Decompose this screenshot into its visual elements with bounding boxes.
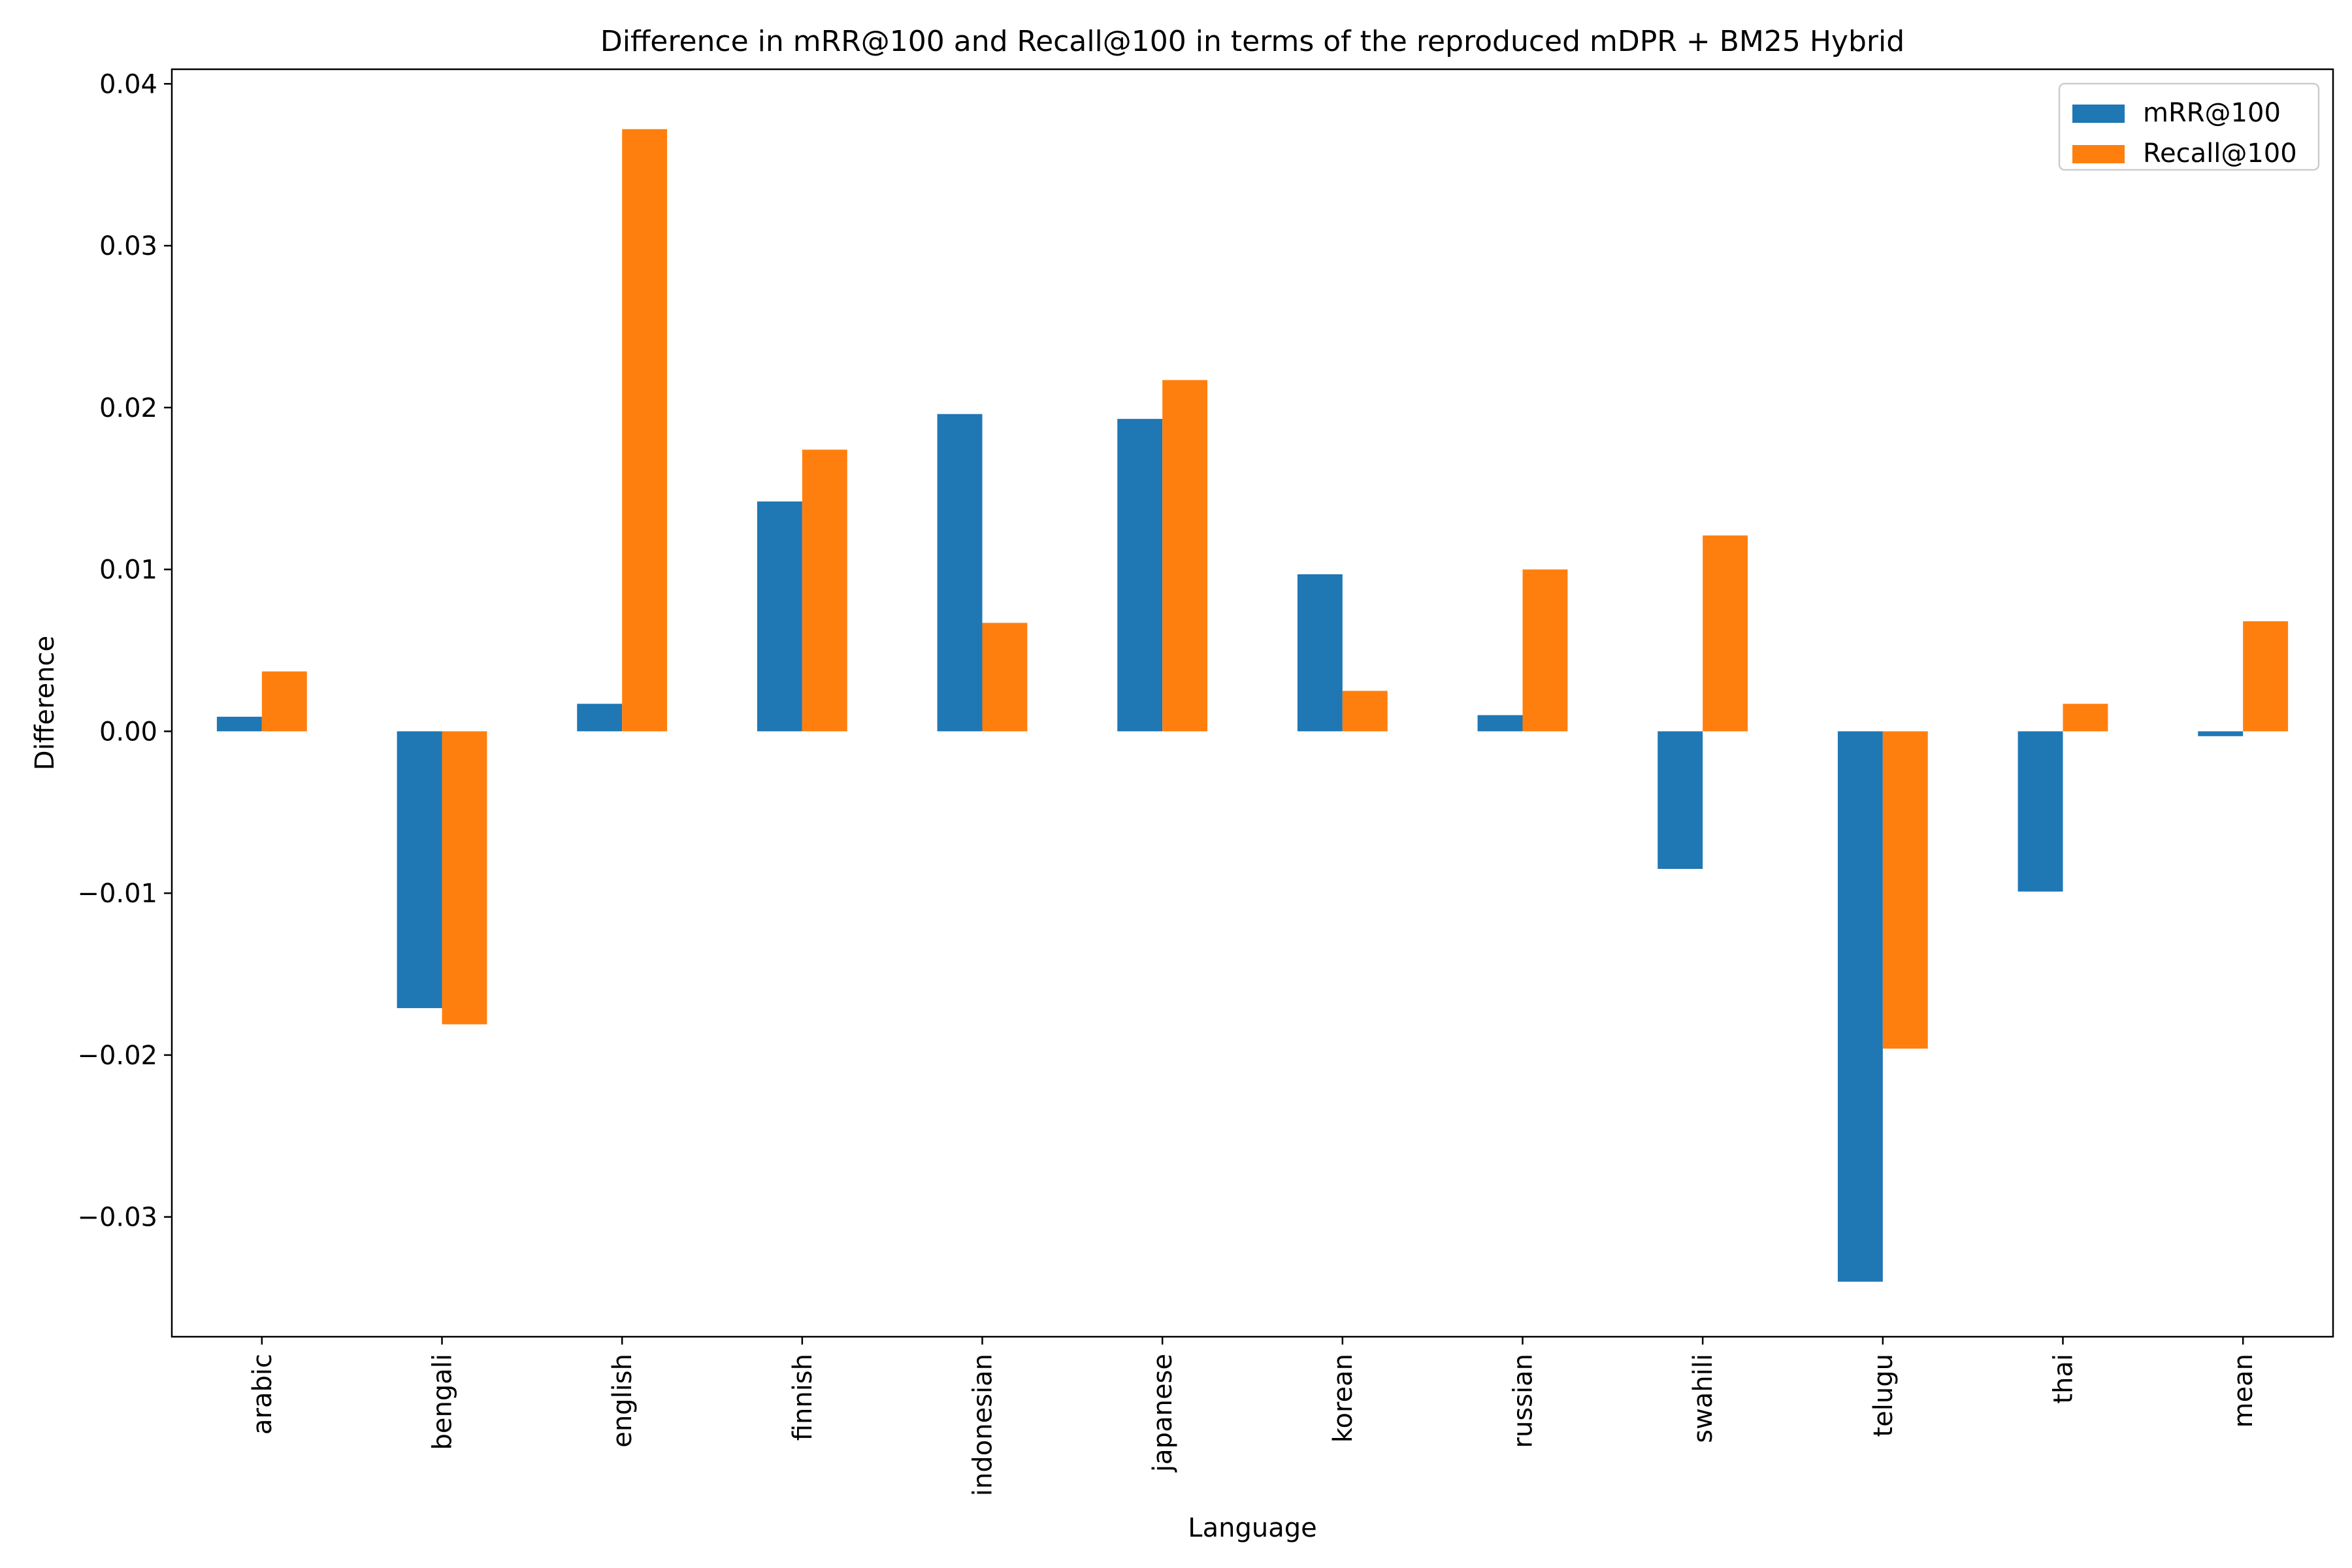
bar-mrr-bengali: [397, 731, 442, 1009]
x-tick-label-thai: thai: [2049, 1354, 2079, 1404]
bar-recall-thai: [2063, 704, 2108, 732]
bar-recall-russian: [1522, 569, 1568, 732]
y-tick-label: 0.04: [99, 69, 157, 99]
bar-recall-mean: [2243, 621, 2289, 732]
bar-mrr-korean: [1297, 574, 1343, 732]
x-tick-label-arabic: arabic: [248, 1354, 278, 1435]
x-tick-label-korean: korean: [1328, 1354, 1358, 1443]
bar-recall-korean: [1342, 691, 1388, 732]
legend: mRR@100 Recall@100: [2058, 82, 2320, 171]
y-tick-label: 0.03: [99, 231, 157, 261]
y-axis-label: Difference: [30, 636, 60, 770]
x-tick-label-bengali: bengali: [428, 1354, 458, 1450]
bar-mrr-swahili: [1658, 731, 1703, 869]
bar-mrr-finnish: [757, 501, 802, 732]
y-axis: −0.03 −0.02 −0.01 0.00 0.01 0.02 0.03 0.04: [77, 69, 172, 1233]
bar-recall-arabic: [261, 671, 307, 732]
bar-recall-japanese: [1162, 380, 1208, 732]
x-axis: arabic bengali english finnish indonesian jap…: [248, 1337, 2259, 1496]
y-tick-label: −0.03: [77, 1203, 157, 1233]
x-tick-label-finnish: finnish: [788, 1354, 818, 1441]
y-tick-label: −0.01: [77, 879, 157, 909]
bar-mrr-russian: [1477, 715, 1523, 732]
y-tick-label: −0.02: [77, 1041, 157, 1071]
bar-mrr-english: [577, 704, 623, 732]
plot-area: [216, 129, 2289, 1282]
bar-recall-indonesian: [982, 623, 1028, 732]
y-tick-label: 0.01: [99, 555, 157, 585]
plot-frame: [171, 68, 2334, 1338]
bar-recall-finnish: [802, 449, 847, 732]
x-axis-label: Language: [1188, 1513, 1316, 1543]
x-tick-label-mean: mean: [2229, 1354, 2259, 1428]
legend-swatch-mrr: [2072, 105, 2125, 123]
bar-mrr-indonesian: [937, 414, 983, 732]
x-tick-label-telugu: telugu: [1869, 1354, 1899, 1437]
bar-recall-bengali: [442, 731, 487, 1024]
legend-swatch-recall: [2072, 145, 2125, 163]
bar-mrr-japanese: [1117, 419, 1163, 732]
x-tick-label-swahili: swahili: [1688, 1354, 1718, 1443]
x-tick-label-japanese: japanese: [1148, 1354, 1178, 1473]
chart-title: Difference in mRR@100 and Recall@100 in …: [600, 25, 1904, 58]
bar-mrr-mean: [2198, 731, 2244, 736]
x-tick-label-english: english: [608, 1354, 638, 1448]
bar-recall-english: [622, 129, 668, 732]
y-tick-label: 0.02: [99, 393, 157, 423]
x-tick-label-indonesian: indonesian: [968, 1354, 998, 1496]
legend-label-mrr: mRR@100: [2143, 98, 2281, 128]
bar-recall-swahili: [1703, 535, 1748, 732]
bar-mrr-arabic: [216, 717, 262, 732]
y-tick-label: 0.00: [99, 717, 157, 747]
bar-mrr-thai: [2017, 731, 2063, 892]
legend-label-recall: Recall@100: [2143, 139, 2297, 169]
bar-mrr-telugu: [1837, 731, 1883, 1282]
x-tick-label-russian: russian: [1509, 1354, 1539, 1448]
bar-recall-telugu: [1882, 731, 1928, 1049]
